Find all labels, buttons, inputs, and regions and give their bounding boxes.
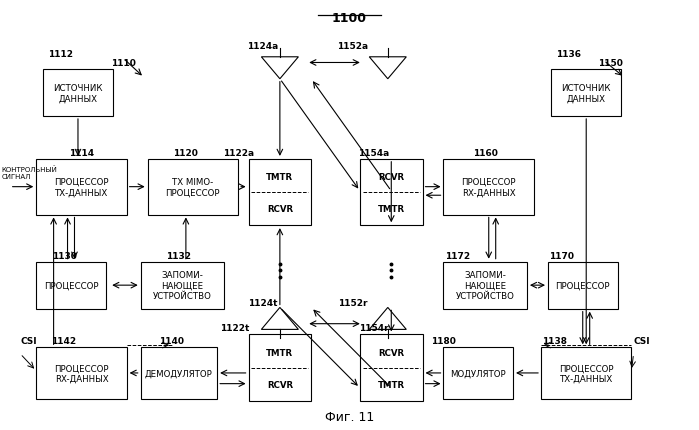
Text: 1124t: 1124t — [247, 298, 278, 307]
Text: ПРОЦЕССОР: ПРОЦЕССОР — [44, 281, 99, 290]
Text: 1114: 1114 — [69, 148, 94, 157]
Text: 1140: 1140 — [159, 337, 185, 346]
Text: 1136: 1136 — [556, 50, 582, 59]
Text: ТХ МІМО-
ПРОЦЕССОР: ТХ МІМО- ПРОЦЕССОР — [166, 178, 220, 197]
Text: 1124a: 1124a — [247, 42, 278, 51]
Text: МОДУЛЯТОР: МОДУЛЯТОР — [450, 369, 506, 378]
Text: 1152a: 1152a — [338, 42, 368, 51]
Text: CSI: CSI — [633, 337, 650, 346]
Text: ЗАПОМИ-
НАЮЩЕЕ
УСТРОЙСТВО: ЗАПОМИ- НАЮЩЕЕ УСТРОЙСТВО — [456, 270, 514, 301]
Text: 1170: 1170 — [549, 251, 575, 260]
Text: 1138: 1138 — [542, 337, 568, 346]
Text: 1100: 1100 — [332, 12, 367, 25]
FancyBboxPatch shape — [36, 160, 127, 215]
FancyBboxPatch shape — [147, 160, 238, 215]
Text: 1150: 1150 — [598, 59, 623, 68]
Text: ДЕМОДУЛЯТОР: ДЕМОДУЛЯТОР — [145, 369, 212, 378]
Text: RCVR: RCVR — [378, 173, 404, 182]
Text: TMTR: TMTR — [266, 348, 294, 357]
Text: CSI: CSI — [20, 337, 37, 346]
Text: ПРОЦЕССОР
RX-ДАННЫХ: ПРОЦЕССОР RX-ДАННЫХ — [55, 363, 109, 383]
Text: Фиг. 11: Фиг. 11 — [325, 411, 374, 424]
Text: 1152r: 1152r — [338, 298, 368, 307]
FancyBboxPatch shape — [140, 347, 217, 399]
Text: 1160: 1160 — [473, 148, 498, 157]
FancyBboxPatch shape — [443, 347, 513, 399]
Text: TMTR: TMTR — [266, 173, 294, 182]
Text: 1112: 1112 — [48, 50, 73, 59]
FancyBboxPatch shape — [548, 262, 617, 309]
Text: ПРОЦЕССОР
ТХ-ДАННЫХ: ПРОЦЕССОР ТХ-ДАННЫХ — [559, 363, 614, 383]
Text: ИСТОЧНИК
ДАННЫХ: ИСТОЧНИК ДАННЫХ — [561, 83, 611, 103]
Text: TMTR: TMTR — [377, 380, 405, 389]
FancyBboxPatch shape — [36, 347, 127, 399]
Text: RCVR: RCVR — [267, 380, 293, 389]
FancyBboxPatch shape — [249, 335, 311, 401]
Text: 1132: 1132 — [166, 251, 192, 260]
FancyBboxPatch shape — [249, 160, 311, 226]
Text: 1120: 1120 — [173, 148, 199, 157]
Text: 1122t: 1122t — [220, 324, 250, 333]
Text: 1172: 1172 — [445, 251, 470, 260]
Text: TMTR: TMTR — [377, 205, 405, 214]
Text: ИСТОЧНИК
ДАННЫХ: ИСТОЧНИК ДАННЫХ — [53, 83, 103, 103]
FancyBboxPatch shape — [43, 70, 113, 117]
Text: 1180: 1180 — [431, 337, 456, 346]
FancyBboxPatch shape — [443, 262, 527, 309]
Text: ПРОЦЕССОР
ТХ-ДАННЫХ: ПРОЦЕССОР ТХ-ДАННЫХ — [55, 178, 109, 197]
Text: ПРОЦЕССОР: ПРОЦЕССОР — [556, 281, 610, 290]
FancyBboxPatch shape — [360, 160, 423, 226]
Text: RCVR: RCVR — [378, 348, 404, 357]
Text: 1130: 1130 — [52, 251, 76, 260]
FancyBboxPatch shape — [443, 160, 534, 215]
FancyBboxPatch shape — [140, 262, 224, 309]
Text: 1142: 1142 — [52, 337, 77, 346]
Text: ЗАПОМИ-
НАЮЩЕЕ
УСТРОЙСТВО: ЗАПОМИ- НАЮЩЕЕ УСТРОЙСТВО — [153, 270, 212, 301]
Text: 1154a: 1154a — [359, 148, 389, 157]
Text: RCVR: RCVR — [267, 205, 293, 214]
Text: 1122a: 1122a — [222, 148, 254, 157]
FancyBboxPatch shape — [360, 335, 423, 401]
Text: КОНТРОЛЬНЫЙ
СИГНАЛ: КОНТРОЛЬНЫЙ СИГНАЛ — [1, 166, 57, 179]
Text: ПРОЦЕССОР
RX-ДАННЫХ: ПРОЦЕССОР RX-ДАННЫХ — [461, 178, 516, 197]
Text: 1110: 1110 — [110, 59, 136, 68]
Text: 1154r: 1154r — [359, 324, 389, 333]
FancyBboxPatch shape — [552, 70, 621, 117]
FancyBboxPatch shape — [541, 347, 631, 399]
FancyBboxPatch shape — [36, 262, 106, 309]
